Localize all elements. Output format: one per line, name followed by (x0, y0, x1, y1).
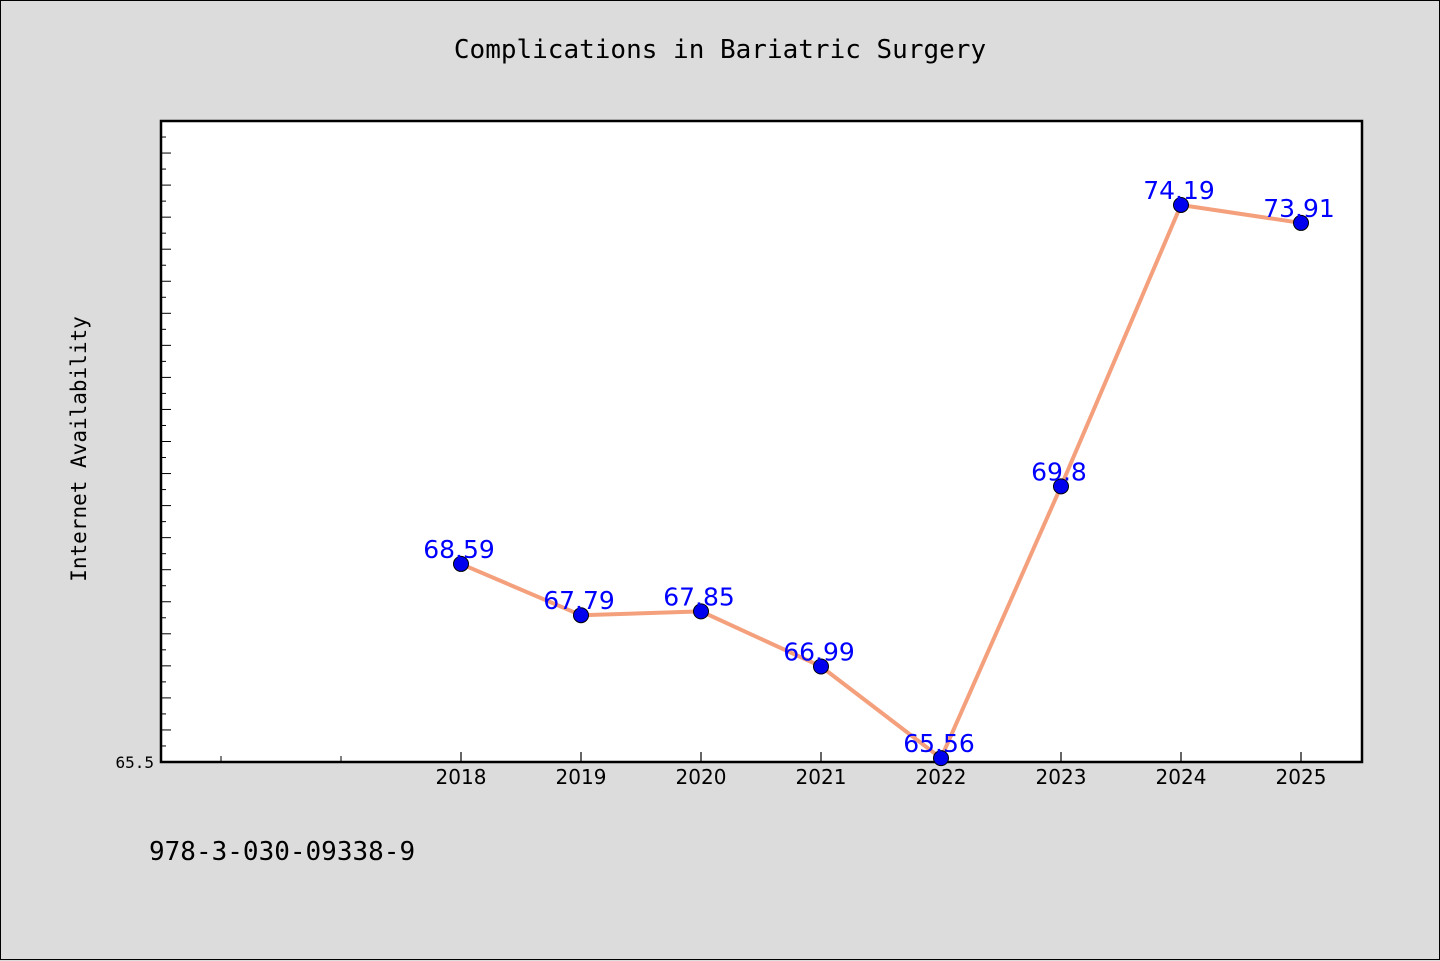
data-label: 67.79 (543, 586, 615, 615)
x-tick-label: 2020 (676, 765, 727, 789)
plot-area (159, 119, 1364, 764)
series-line (459, 202, 1303, 761)
data-label: 69.8 (1031, 457, 1087, 486)
data-point (933, 750, 949, 767)
data-label: 65.56 (903, 729, 975, 758)
data-point (453, 555, 469, 572)
data-label: 68.59 (423, 535, 495, 564)
y-minor-ticks (161, 136, 171, 747)
chart-title: Complications in Bariatric Surgery (453, 35, 987, 65)
data-point (813, 658, 829, 675)
x-tick-label: 2024 (1156, 765, 1207, 789)
data-label: 73.91 (1263, 194, 1335, 223)
data-label: 74.19 (1143, 176, 1215, 205)
data-labels: 68.59 67.79 67.85 66.99 65.56 69.8 74.19 73.91 (423, 176, 1335, 758)
x-tick-label: 2018 (436, 765, 487, 789)
x-tick-label: 2023 (1036, 765, 1087, 789)
data-point (1053, 478, 1069, 495)
y-tick-labels: 65.5 (115, 753, 154, 772)
x-tick-label: 2025 (1276, 765, 1327, 789)
data-point (1173, 196, 1189, 213)
y-tick-label: 65.5 (115, 753, 154, 772)
data-point (1293, 214, 1309, 231)
data-point (573, 607, 589, 624)
x-ticks: 2018 2019 2020 2021 2022 2023 2024 2025 (436, 752, 1327, 789)
data-point (693, 603, 709, 620)
x-tick-label: 2022 (916, 765, 967, 789)
x-tick-label: 2021 (796, 765, 847, 789)
data-markers (453, 196, 1309, 767)
x-tick-label: 2019 (556, 765, 607, 789)
footer-identifier: 978-3-030-09338-9 (149, 837, 416, 867)
data-label: 67.85 (663, 582, 735, 611)
data-label: 66.99 (783, 637, 855, 666)
